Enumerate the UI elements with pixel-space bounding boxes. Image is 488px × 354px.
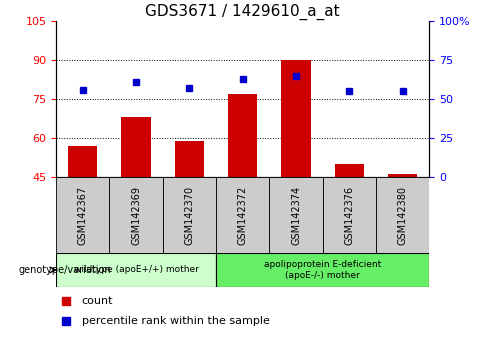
Text: GSM142376: GSM142376: [345, 185, 354, 245]
Text: GSM142374: GSM142374: [291, 185, 301, 245]
Text: percentile rank within the sample: percentile rank within the sample: [81, 316, 269, 326]
Bar: [56, 253, 216, 287]
Bar: [228, 94, 258, 177]
Text: count: count: [81, 296, 113, 306]
Bar: [388, 175, 417, 177]
Bar: [269, 177, 323, 253]
Bar: [335, 164, 364, 177]
Text: GSM142367: GSM142367: [78, 185, 88, 245]
Bar: [122, 117, 151, 177]
Bar: [56, 177, 109, 253]
Bar: [68, 146, 98, 177]
Text: GSM142369: GSM142369: [131, 185, 141, 245]
Text: GSM142372: GSM142372: [238, 185, 248, 245]
Bar: [323, 177, 376, 253]
Text: genotype/variation: genotype/variation: [19, 265, 111, 275]
Bar: [163, 177, 216, 253]
Title: GDS3671 / 1429610_a_at: GDS3671 / 1429610_a_at: [145, 4, 340, 20]
Text: apolipoprotein E-deficient
(apoE-/-) mother: apolipoprotein E-deficient (apoE-/-) mot…: [264, 260, 382, 280]
Bar: [109, 177, 163, 253]
Text: GSM142380: GSM142380: [398, 185, 408, 245]
Text: wildtype (apoE+/+) mother: wildtype (apoE+/+) mother: [74, 266, 199, 274]
Bar: [282, 60, 311, 177]
Bar: [175, 141, 204, 177]
Bar: [216, 177, 269, 253]
Bar: [216, 253, 429, 287]
Text: GSM142370: GSM142370: [184, 185, 194, 245]
Bar: [376, 177, 429, 253]
